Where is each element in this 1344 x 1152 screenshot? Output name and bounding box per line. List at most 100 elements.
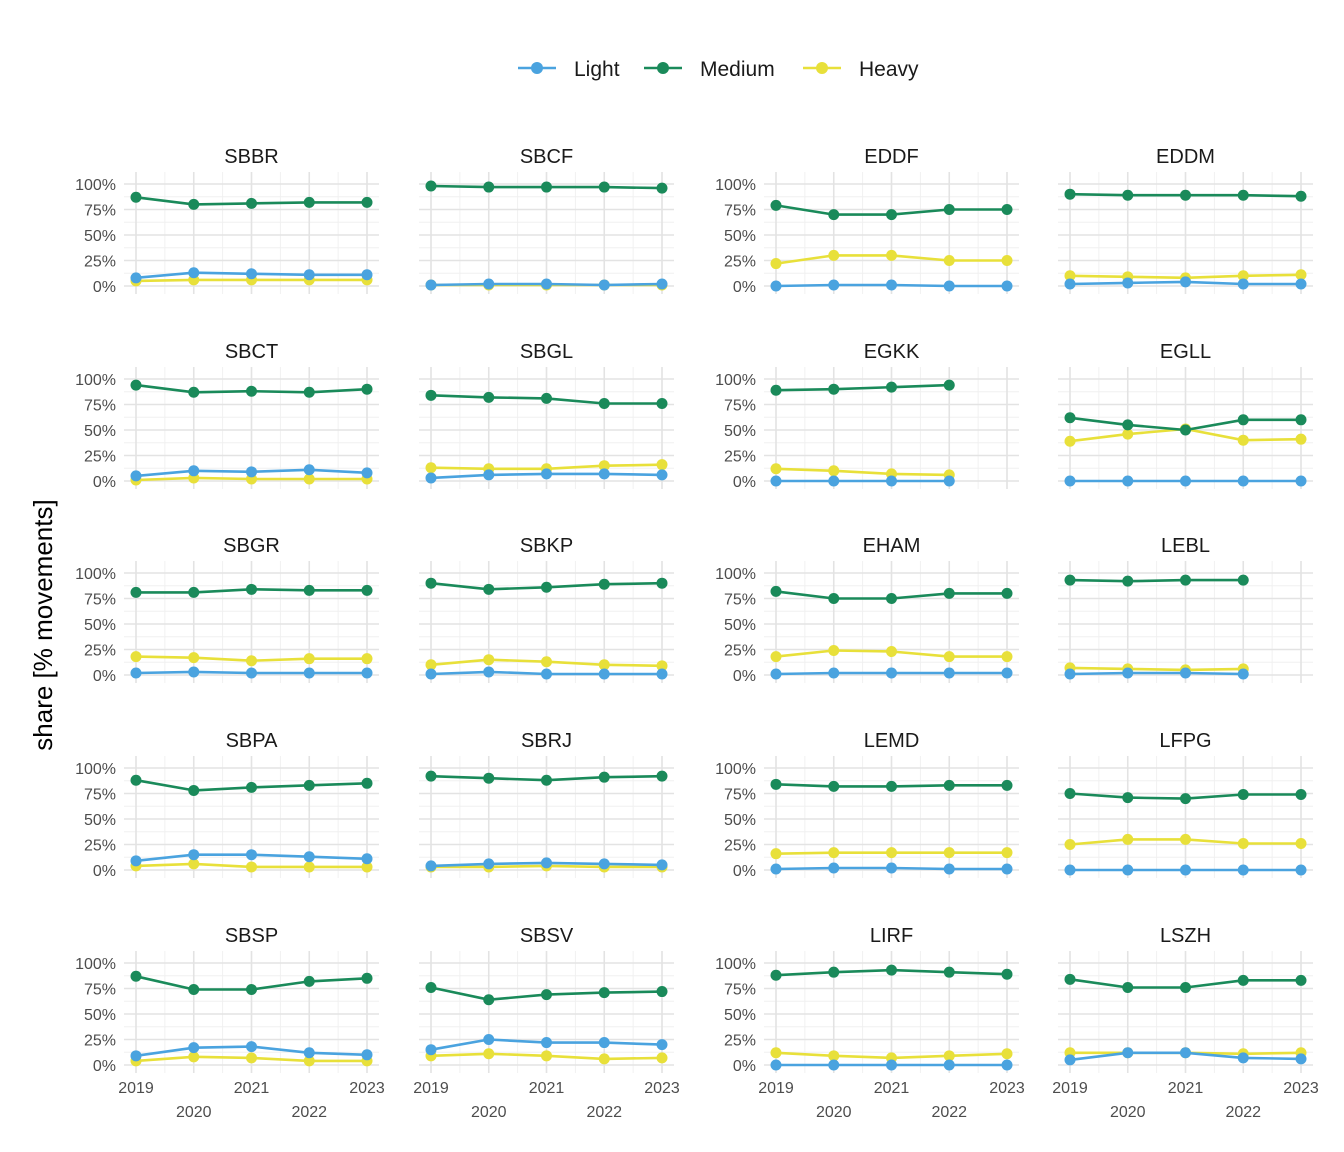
data-point-light bbox=[886, 475, 897, 487]
panel-title: EDDM bbox=[1156, 146, 1215, 168]
data-point-medium bbox=[1295, 974, 1307, 986]
x-tick-label: 2023 bbox=[989, 1080, 1025, 1097]
data-point-light bbox=[1180, 1047, 1191, 1059]
data-point-medium bbox=[361, 196, 373, 208]
panel-title: EDDF bbox=[864, 146, 918, 168]
y-tick-label: 75% bbox=[84, 592, 116, 609]
y-tick-label: 25% bbox=[724, 449, 756, 466]
data-point-medium bbox=[303, 584, 315, 596]
data-point-light bbox=[303, 851, 315, 863]
series-medium bbox=[1064, 412, 1307, 436]
x-tick-label: 2021 bbox=[234, 1080, 270, 1097]
panel-title: EGLL bbox=[1160, 341, 1211, 363]
panel-grid bbox=[1058, 951, 1313, 1073]
y-tick-label: 50% bbox=[84, 228, 116, 245]
data-point-light bbox=[188, 267, 200, 279]
data-point-light bbox=[1064, 475, 1076, 487]
series-heavy bbox=[770, 1047, 1013, 1064]
data-point-light bbox=[130, 470, 142, 482]
data-point-light bbox=[1237, 864, 1249, 876]
data-point-heavy bbox=[1001, 1048, 1013, 1060]
series-light bbox=[1064, 864, 1307, 876]
data-point-heavy bbox=[1237, 434, 1249, 446]
data-point-heavy bbox=[541, 1050, 552, 1062]
data-point-medium bbox=[1295, 414, 1307, 426]
x-tick-label: 2023 bbox=[644, 1080, 680, 1097]
panel-title: EGKK bbox=[864, 341, 920, 363]
data-point-light bbox=[598, 468, 610, 480]
series-medium bbox=[1064, 188, 1307, 202]
data-point-light bbox=[188, 849, 200, 861]
y-tick-label: 25% bbox=[724, 643, 756, 660]
data-point-light bbox=[943, 475, 955, 487]
series-line-light bbox=[1069, 671, 1244, 676]
data-point-heavy bbox=[1064, 270, 1076, 282]
series-line-heavy bbox=[1069, 666, 1244, 672]
data-point-medium bbox=[130, 586, 142, 598]
y-tick-label: 75% bbox=[84, 398, 116, 415]
series-medium bbox=[770, 778, 1013, 792]
data-point-medium bbox=[1001, 779, 1013, 791]
data-point-medium bbox=[770, 778, 782, 790]
series-medium bbox=[425, 577, 668, 595]
panel-title: SBBR bbox=[224, 146, 278, 168]
data-point-light bbox=[541, 668, 552, 680]
data-point-light bbox=[886, 862, 897, 874]
data-point-heavy bbox=[828, 847, 840, 859]
y-tick-label: 75% bbox=[84, 203, 116, 220]
data-point-medium bbox=[1237, 189, 1249, 201]
panel-egkk: EGKK 0% 25% 50% 75% 100% bbox=[715, 341, 1019, 491]
data-point-medium bbox=[886, 593, 897, 604]
series-medium bbox=[130, 191, 373, 210]
data-point-medium bbox=[598, 771, 610, 783]
y-tick-label: 100% bbox=[75, 956, 116, 973]
data-point-light bbox=[598, 1037, 610, 1049]
panel-grid bbox=[1058, 756, 1313, 878]
data-point-light bbox=[1295, 278, 1307, 290]
y-tick-label: 100% bbox=[715, 177, 756, 194]
y-tick-label: 100% bbox=[715, 761, 756, 778]
data-point-light bbox=[130, 272, 142, 284]
series-medium bbox=[130, 970, 373, 996]
data-point-medium bbox=[656, 397, 668, 409]
x-tick-label: 2023 bbox=[349, 1080, 385, 1097]
data-point-light bbox=[1001, 863, 1013, 875]
panel-title: EHAM bbox=[863, 535, 921, 557]
series-medium bbox=[1064, 973, 1307, 993]
data-point-medium bbox=[1064, 788, 1076, 799]
data-point-light bbox=[425, 1044, 437, 1056]
data-point-light bbox=[656, 278, 668, 290]
data-point-light bbox=[1122, 667, 1134, 679]
data-point-medium bbox=[656, 577, 668, 589]
panel-sbgr: SBGR 0% 25% 50% 75% 100% bbox=[75, 535, 379, 685]
data-point-light bbox=[541, 857, 552, 869]
series-light bbox=[770, 279, 1013, 292]
y-tick-label: 0% bbox=[733, 474, 756, 491]
data-point-light bbox=[1122, 475, 1134, 487]
y-tick-label: 100% bbox=[75, 566, 116, 583]
y-tick-label: 50% bbox=[84, 423, 116, 440]
panel-sbct: SBCT 0% 25% 50% 75% 100% bbox=[75, 341, 379, 491]
data-point-light bbox=[828, 279, 840, 291]
data-point-heavy bbox=[828, 249, 840, 261]
series-heavy bbox=[770, 249, 1013, 270]
data-point-medium bbox=[303, 779, 315, 791]
y-tick-label: 25% bbox=[84, 449, 116, 466]
panel-title: SBCF bbox=[520, 146, 573, 168]
data-point-medium bbox=[1122, 419, 1134, 431]
data-point-medium bbox=[1122, 792, 1134, 804]
data-point-medium bbox=[886, 209, 897, 221]
data-point-heavy bbox=[770, 258, 782, 270]
data-point-medium bbox=[188, 198, 200, 210]
series-medium bbox=[425, 389, 668, 409]
y-tick-label: 25% bbox=[724, 254, 756, 271]
y-tick-label: 100% bbox=[75, 372, 116, 389]
data-point-light bbox=[1237, 278, 1249, 290]
data-point-medium bbox=[541, 581, 552, 593]
series-medium bbox=[770, 199, 1013, 221]
y-tick-label: 25% bbox=[84, 1033, 116, 1050]
y-tick-label: 50% bbox=[84, 617, 116, 634]
data-point-medium bbox=[886, 381, 897, 393]
data-point-heavy bbox=[770, 848, 782, 860]
panel-sbcf: SBCF bbox=[419, 146, 674, 294]
